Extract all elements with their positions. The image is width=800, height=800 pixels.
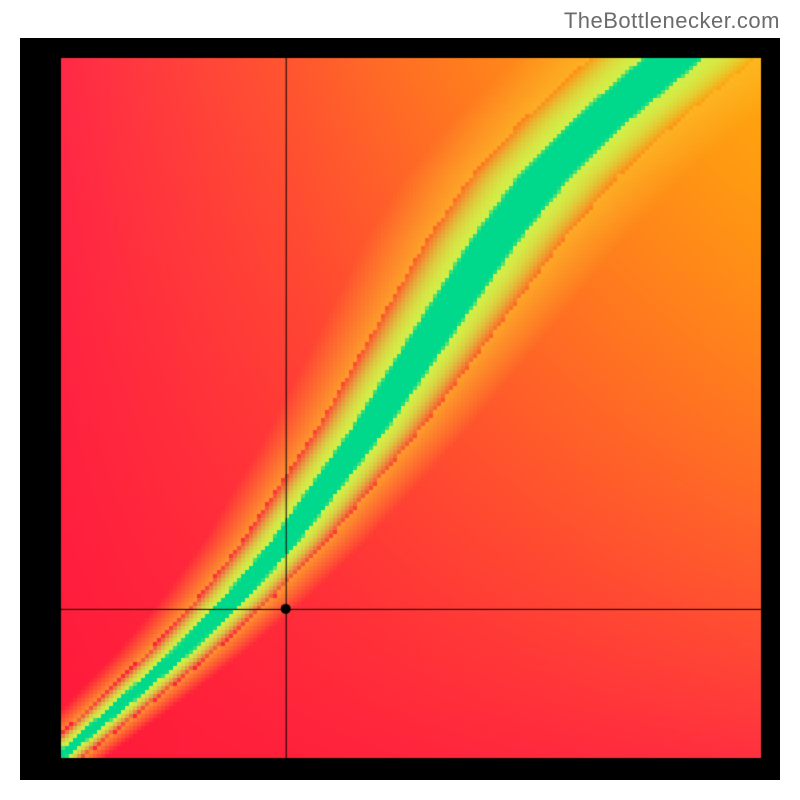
bottleneck-heatmap	[20, 38, 780, 780]
heatmap-canvas	[20, 38, 780, 780]
attribution-text: TheBottlenecker.com	[564, 8, 780, 34]
